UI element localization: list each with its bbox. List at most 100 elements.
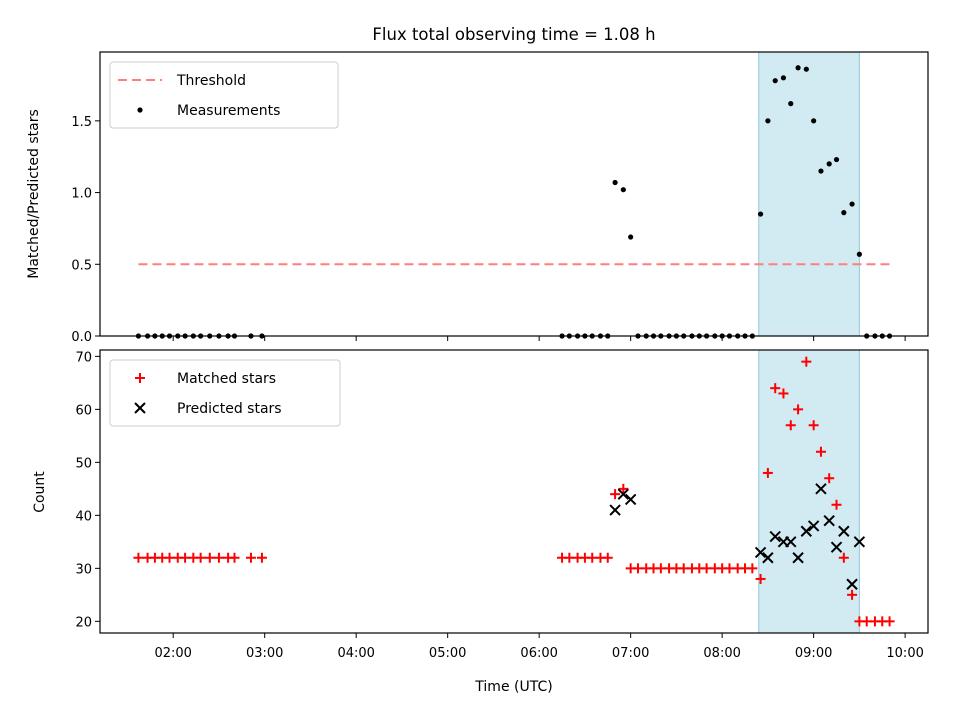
x-tick-label: 04:00: [337, 646, 374, 661]
matched-star-marker: [793, 404, 804, 415]
top-panel-y-tick-label: 0.0: [71, 330, 92, 345]
matched-star-marker: [778, 388, 789, 399]
matched-star-marker: [824, 473, 835, 484]
legend-measurements-swatch: [137, 107, 143, 113]
top-panel-frame: [99, 51, 929, 337]
measurement-point: [811, 118, 817, 124]
predicted-star-marker-b: [830, 541, 843, 553]
matched-star-marker: [755, 573, 766, 584]
predicted-star-marker: [807, 520, 820, 532]
chart-title: Flux total observing time = 1.08 h: [372, 25, 655, 44]
predicted-star-marker-b: [846, 578, 858, 590]
legend-entry-label: Measurements: [177, 103, 280, 119]
matched-star-marker: [747, 563, 758, 574]
matched-star-marker: [884, 616, 895, 627]
matched-star-marker: [618, 483, 629, 494]
measurement-point: [841, 210, 847, 216]
predicted-star-marker: [769, 530, 781, 543]
bottom-panel-y-tick-label: 20: [75, 615, 92, 630]
measurement-point: [856, 251, 862, 257]
x-tick-label: 05:00: [429, 646, 466, 661]
legend-entry-label: Threshold: [176, 73, 246, 89]
predicted-star-marker-b: [800, 525, 813, 537]
measurement-point: [612, 179, 618, 186]
x-tick-label: 10:00: [886, 646, 923, 661]
bottom-panel-y-tick-label: 40: [75, 509, 92, 524]
bottom-panel-y-tick-label: 60: [75, 403, 92, 418]
predicted-star-marker: [846, 578, 858, 590]
top-panel-legend: Threshold Measurements: [109, 61, 339, 129]
x-tick-label: 02:00: [154, 646, 191, 661]
predicted-star-marker-b: [624, 493, 637, 506]
predicted-star-marker-b: [792, 552, 804, 564]
predicted-star-marker-b: [838, 525, 850, 537]
measurement-point: [765, 118, 771, 124]
predicted-star-marker: [815, 483, 827, 495]
measurement-point: [780, 75, 787, 81]
bottom-panel-y-tick-label: 30: [75, 562, 92, 577]
bottom-panel-series-plus: [133, 356, 895, 627]
measurement-point: [757, 211, 764, 217]
bottom-panel-legend-box: [109, 359, 341, 427]
matched-star-marker: [195, 552, 206, 563]
bottom-panel-y-tick-label: 50: [75, 456, 92, 471]
matched-star-marker: [256, 552, 267, 563]
matched-star-marker: [245, 552, 256, 563]
top-panel: 0.0 0.5 1.0 1.5 Matched/Predicted stars Thr…: [26, 51, 929, 345]
measurement-point: [803, 66, 809, 72]
predicted-star-marker: [762, 552, 774, 564]
measurement-point: [628, 234, 634, 240]
measurement-point: [795, 65, 801, 71]
bottom-panel-legend: Matched stars Predicted stars: [109, 359, 341, 427]
matched-star-marker: [770, 383, 781, 394]
top-panel-y-tick-label: 0.5: [71, 258, 92, 273]
predicted-star-marker: [853, 536, 866, 548]
top-panel-y-tick-label: 1.5: [71, 115, 92, 130]
predicted-star-marker-b: [785, 536, 797, 548]
x-tick-label: 03:00: [246, 646, 283, 661]
predicted-star-marker-b: [762, 552, 774, 564]
matched-star-marker: [808, 420, 819, 431]
predicted-star-marker-b: [609, 504, 621, 516]
matched-star-marker: [785, 420, 796, 431]
measurement-point: [833, 156, 840, 163]
matched-star-marker: [204, 552, 215, 563]
matched-star-marker: [847, 589, 858, 600]
x-tick-label: 09:00: [795, 646, 832, 661]
top-panel-legend-box: [109, 61, 339, 129]
predicted-star-marker: [624, 493, 637, 506]
legend-entry-label: Predicted stars: [177, 401, 282, 417]
matched-star-marker: [831, 499, 842, 510]
matched-star-marker: [762, 467, 773, 478]
measurement-point: [849, 201, 855, 207]
x-tick-label: 07:00: [612, 646, 649, 661]
predicted-star-marker: [830, 541, 843, 553]
predicted-star-marker-b: [754, 546, 767, 559]
matched-star-marker: [133, 552, 144, 563]
predicted-star-marker: [800, 525, 813, 537]
bottom-panel-frame: [99, 349, 929, 634]
bottom-panel-y-tick-label: 70: [75, 350, 92, 365]
matched-star-marker: [838, 552, 849, 563]
legend-predicted-swatch-b: [134, 402, 146, 414]
matched-star-marker: [602, 552, 613, 563]
matched-star-marker: [801, 356, 812, 367]
top-panel-y-tick-label: 1.0: [71, 187, 92, 202]
matched-star-marker: [815, 446, 826, 457]
measurement-point: [826, 161, 832, 167]
predicted-star-marker-b: [823, 514, 835, 527]
bottom-panel-series-x: [609, 483, 866, 590]
predicted-star-marker: [792, 552, 804, 564]
legend-entry-label: Matched stars: [177, 371, 276, 387]
predicted-star-marker: [617, 488, 630, 500]
measurement-point: [818, 168, 824, 174]
predicted-star-marker-b: [807, 520, 820, 532]
measurement-point: [620, 187, 626, 193]
predicted-star-marker-b: [853, 536, 866, 548]
matched-star-marker: [213, 552, 224, 563]
predicted-star-marker: [609, 504, 621, 516]
x-axis-label: Time (UTC): [474, 679, 552, 695]
predicted-star-marker-b: [617, 488, 630, 500]
predicted-star-marker-b: [815, 483, 827, 495]
